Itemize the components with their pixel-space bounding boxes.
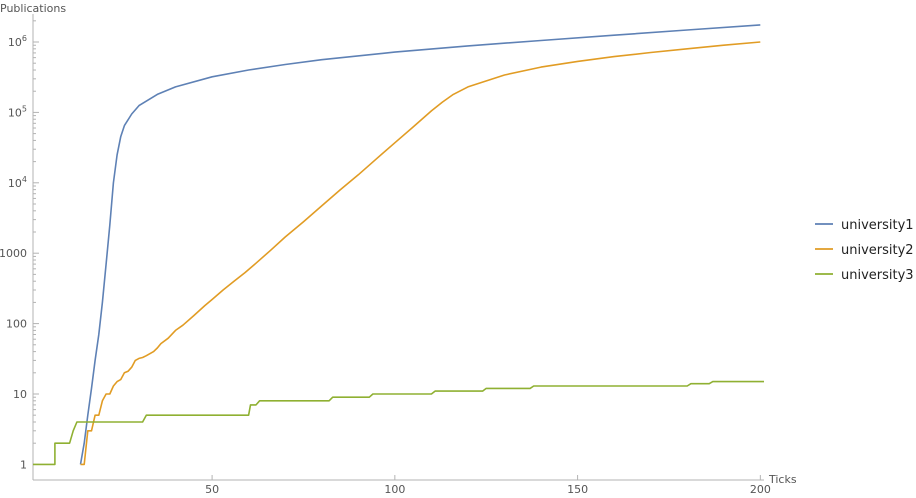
plot-series (33, 24, 764, 466)
x-tick-label: 100 (384, 483, 405, 496)
y-tick-label: 1 (20, 458, 27, 471)
legend-label-university3: university3 (841, 268, 914, 283)
series-line-university1 (79, 24, 761, 465)
x-tick-label: 150 (567, 483, 588, 496)
x-axis-title: Ticks (768, 473, 797, 486)
y-tick-label: 104 (8, 175, 27, 190)
legend-label-university2: university2 (841, 243, 914, 258)
legend-label-university1: university1 (841, 218, 914, 233)
axes: Publications Ticks (0, 2, 797, 486)
y-tick-label: 10 (13, 388, 27, 401)
y-ticks: 1 10 100 1000 104 105 106 (0, 20, 39, 471)
y-tick-label: 100 (6, 318, 27, 331)
y-tick-label: 105 (8, 104, 27, 119)
y-tick-label: 1000 (0, 247, 27, 260)
series-line-university3 (33, 380, 764, 466)
series-line-university2 (80, 41, 761, 466)
x-tick-label: 200 (750, 483, 771, 496)
x-tick-label: 50 (205, 483, 219, 496)
y-axis-title: Publications (0, 2, 66, 15)
legend: university1 university2 university3 (815, 218, 914, 283)
y-tick-label: 106 (8, 34, 27, 49)
x-ticks: 50 100 150 200 (205, 475, 771, 496)
